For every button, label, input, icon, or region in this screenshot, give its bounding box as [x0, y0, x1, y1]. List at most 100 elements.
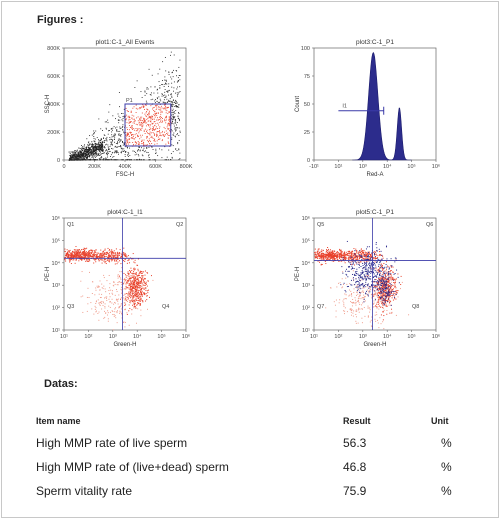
event-dot [173, 87, 175, 89]
event-dot [343, 251, 345, 253]
event-dot [365, 262, 367, 264]
event-dot [175, 122, 177, 124]
event-dot [116, 254, 118, 256]
event-dot [377, 299, 379, 301]
event-dot [100, 153, 102, 155]
event-dot [388, 285, 390, 287]
event-dot [108, 258, 110, 260]
event-dot [175, 70, 177, 71]
event-dot [122, 159, 123, 161]
event-dot [151, 137, 153, 139]
event-dot [89, 249, 91, 251]
event-dot [367, 273, 369, 275]
event-dot [93, 144, 95, 146]
event-dot [342, 259, 344, 261]
event-dot [69, 261, 71, 263]
event-dot [112, 136, 114, 138]
event-dot [350, 255, 352, 257]
event-dot [78, 260, 80, 262]
event-dot [166, 156, 168, 158]
event-dot [131, 288, 133, 290]
event-dot [360, 261, 362, 263]
event-dot [97, 146, 99, 148]
event-dot [91, 143, 93, 145]
event-dot [70, 157, 72, 159]
event-dot [98, 118, 100, 120]
event-dot [376, 282, 378, 284]
event-dot [394, 285, 396, 287]
event-dot [371, 262, 373, 264]
event-dot [76, 256, 78, 258]
event-dot [107, 256, 109, 258]
event-dot [333, 255, 335, 257]
event-dot [164, 118, 166, 120]
event-dot [152, 107, 154, 109]
event-dot [159, 138, 161, 140]
event-dot [343, 258, 345, 260]
event-dot [98, 152, 100, 154]
event-dot [120, 135, 122, 137]
event-dot [361, 304, 363, 306]
event-dot [381, 303, 383, 305]
event-dot [104, 249, 106, 251]
event-dot [109, 139, 111, 141]
event-dot [77, 253, 79, 255]
event-dot [103, 260, 105, 262]
event-dot [361, 279, 363, 281]
event-dot [102, 148, 104, 150]
event-dot [82, 153, 84, 155]
event-dot [85, 149, 87, 151]
event-dot [81, 249, 83, 251]
event-dot [149, 113, 150, 115]
event-dot [392, 295, 394, 297]
event-dot [158, 127, 160, 129]
event-dot [151, 115, 153, 117]
event-dot [105, 153, 107, 155]
event-dot [346, 240, 348, 242]
quadrant-label: Q3 [67, 304, 74, 310]
event-dot [84, 155, 86, 157]
event-dot [357, 322, 359, 324]
event-dot [105, 144, 106, 146]
event-dot [136, 159, 138, 161]
event-dot [129, 292, 131, 294]
event-dot [133, 303, 135, 305]
event-dot [380, 265, 382, 267]
event-dot [64, 257, 66, 259]
event-dot [80, 253, 82, 255]
event-dot [140, 120, 142, 121]
event-dot [119, 126, 121, 128]
event-dot [118, 159, 120, 161]
x-tick-label: 10³ [359, 164, 367, 170]
event-dot [148, 133, 150, 135]
event-dot [98, 145, 100, 147]
event-dot [114, 255, 116, 257]
event-dot [107, 310, 109, 312]
event-dot [103, 257, 105, 259]
event-dot [334, 259, 336, 261]
event-dot [107, 252, 109, 254]
event-dot [124, 154, 126, 156]
event-dot [108, 149, 110, 151]
event-dot [364, 300, 366, 302]
event-dot [129, 286, 131, 288]
event-dot [154, 113, 156, 115]
event-dot [178, 158, 180, 160]
event-dot [342, 272, 344, 274]
event-dot [106, 259, 108, 261]
event-dot [134, 285, 136, 287]
event-dot [124, 297, 126, 299]
event-dot [389, 300, 391, 302]
event-dot [142, 300, 144, 302]
event-dot [382, 305, 384, 307]
event-dot [179, 158, 181, 160]
event-dot [379, 262, 381, 264]
event-dot [329, 258, 331, 260]
event-dot [135, 278, 137, 280]
event-dot [172, 106, 173, 108]
event-dot [103, 152, 105, 154]
event-dot [339, 254, 341, 256]
event-dot [113, 314, 115, 316]
event-dot [129, 121, 131, 123]
event-dot [141, 278, 143, 280]
